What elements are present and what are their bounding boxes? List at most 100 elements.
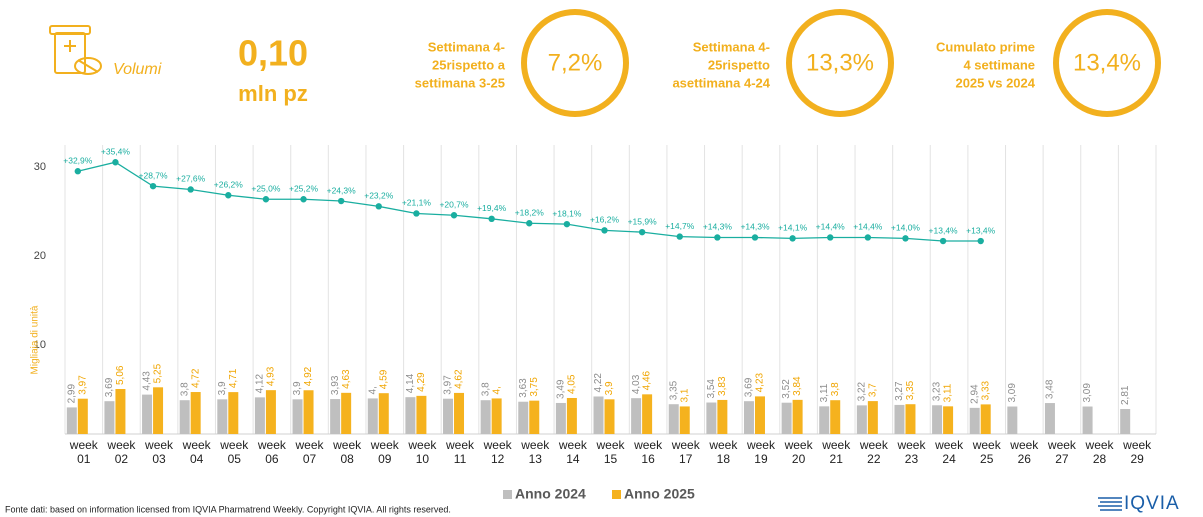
line-point (149, 182, 157, 190)
line-point-label: +14,1% (778, 223, 808, 233)
source-note: Fonte dati: based on information license… (5, 504, 451, 514)
bar-value-label: 3,9 (292, 381, 303, 395)
bar (254, 397, 265, 434)
bar-value-label: 3,97 (443, 375, 454, 395)
bar (115, 389, 126, 434)
line-point-label: +14,7% (665, 221, 695, 231)
bar (754, 396, 765, 434)
legend-label: Anno 2024 (515, 486, 586, 502)
bar-value-label: 3,8 (480, 382, 491, 396)
bar (66, 407, 77, 434)
bar-value-label: 3,97 (77, 375, 88, 395)
line-point-label: +14,3% (740, 222, 770, 232)
bar (819, 406, 830, 434)
bar (1044, 403, 1055, 434)
line-point-label: +32,9% (63, 155, 93, 165)
bar (341, 392, 352, 434)
line-point (676, 233, 683, 240)
x-tick-label: week 05 (220, 438, 249, 466)
comparison-label: Settimana 4- (693, 39, 770, 54)
comparison-label: settimana 3-25 (415, 75, 505, 90)
bar-value-label: 3,11 (819, 383, 830, 402)
x-tick-label: week 01 (69, 438, 98, 466)
bar (969, 407, 980, 434)
bar (593, 396, 604, 434)
line-point-label: +13,4% (929, 225, 959, 235)
line-point (74, 168, 82, 175)
bar (454, 392, 465, 434)
bar (743, 401, 754, 434)
bar-value-label: 4,93 (266, 366, 277, 386)
x-tick-label: week 19 (746, 438, 775, 466)
bar-value-label: 3,27 (894, 381, 905, 401)
line-point-label: +18,1% (552, 208, 582, 218)
bar-value-label: 2,99 (66, 384, 77, 404)
bar-value-label: 4,05 (567, 374, 578, 394)
bar-value-label: 3,63 (518, 378, 529, 398)
bar-value-label: 4,29 (416, 372, 427, 392)
line-point (262, 196, 270, 203)
line-point (751, 234, 759, 241)
x-tick-label: week 07 (295, 438, 324, 466)
bar (830, 400, 841, 434)
x-tick-label: week 24 (935, 438, 964, 466)
line-point (638, 228, 646, 236)
x-tick-label: week 26 (1010, 438, 1039, 466)
bar-value-label: 3,52 (781, 379, 792, 399)
x-tick-label: week 10 (408, 438, 437, 466)
bar (781, 402, 792, 434)
bar-value-label: 3,09 (1007, 383, 1018, 403)
bar (367, 398, 378, 434)
bar (179, 400, 190, 434)
bar-value-label: 3,7 (867, 383, 878, 397)
bar-value-label: 4,71 (228, 368, 239, 388)
comparison-label: 4 settimane (963, 57, 1035, 72)
bar-value-label: 3,54 (706, 379, 717, 399)
comparison-label: 25rispetto (708, 57, 770, 72)
legend-swatch (612, 490, 621, 499)
bar (292, 399, 303, 434)
bar (792, 399, 803, 434)
x-tick-label: week 12 (483, 438, 512, 466)
bar-value-label: 4, (491, 386, 502, 394)
bar (77, 398, 88, 434)
logo: IQVIA (1124, 493, 1180, 514)
line-point (977, 237, 984, 245)
bar-value-label: 3,23 (932, 381, 943, 401)
comparison-label: Cumulato prime (936, 39, 1035, 54)
x-tick-label: week 02 (107, 438, 136, 466)
bar (518, 401, 529, 434)
bar-value-label: 4,22 (593, 373, 604, 393)
bar-value-label: 3,84 (792, 376, 803, 396)
bar (378, 393, 389, 434)
bar-value-label: 4,46 (642, 370, 653, 390)
bar-value-label: 3,22 (856, 381, 867, 401)
kpi-label: Volumi (113, 61, 162, 78)
bar-value-label: 3,35 (905, 380, 916, 400)
line-point (187, 186, 194, 193)
bar (529, 400, 540, 434)
growth-line (77, 161, 981, 242)
comparison-label: 25rispetto a (432, 57, 506, 72)
comparison-value: 13,3% (806, 49, 874, 76)
comparison-value: 7,2% (548, 49, 603, 76)
y-tick-label: 10 (34, 339, 46, 351)
bar (631, 398, 642, 434)
kpi-unit: mln pz (238, 81, 308, 106)
line-point-label: +14,3% (703, 222, 733, 232)
line-point-label: +21,1% (402, 198, 432, 208)
bar-value-label: 4,43 (142, 371, 153, 391)
bar-value-label: 3,83 (717, 376, 728, 396)
bar (706, 402, 717, 434)
logo-mark (1098, 497, 1122, 511)
x-tick-label: week 15 (596, 438, 625, 466)
x-tick-label: week 04 (182, 438, 211, 466)
line-point (563, 220, 571, 228)
bar-value-label: 3,93 (330, 375, 341, 395)
bar (491, 398, 502, 434)
bar-value-label: 3,69 (104, 377, 115, 397)
bar-value-label: 3,69 (744, 377, 755, 397)
bar (405, 397, 416, 434)
bar (668, 404, 679, 434)
